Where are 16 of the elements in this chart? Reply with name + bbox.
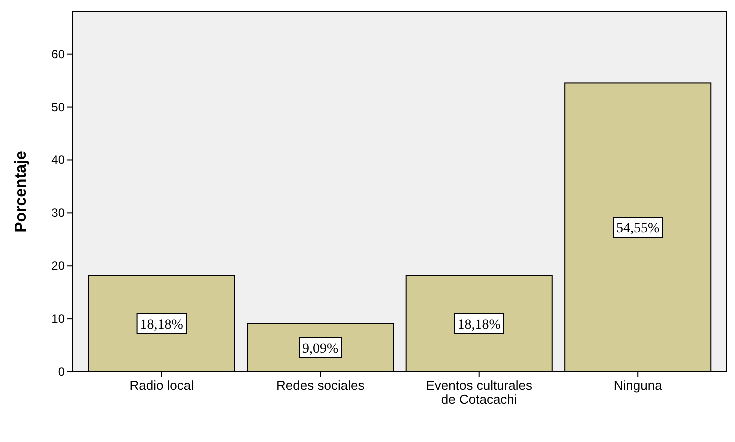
y-tick-label: 0 bbox=[58, 365, 66, 379]
y-tick-label: 10 bbox=[52, 312, 66, 326]
x-tick-label: Ninguna bbox=[614, 378, 664, 393]
data-label: 18,18% bbox=[140, 318, 184, 333]
data-label: 9,09% bbox=[302, 342, 340, 357]
data-label: 54,55% bbox=[616, 222, 660, 237]
y-tick-label: 20 bbox=[52, 259, 66, 274]
y-axis-title: Porcentaje bbox=[13, 150, 30, 233]
y-tick-label: 40 bbox=[52, 153, 66, 168]
y-tick-label: 60 bbox=[52, 47, 66, 62]
x-tick-label: Eventos culturales de Cotacachi bbox=[426, 378, 533, 407]
y-tick-label: 30 bbox=[52, 206, 66, 220]
x-tick-label: Radio local bbox=[130, 378, 194, 393]
y-tick-label: 50 bbox=[52, 100, 66, 114]
x-tick-label: Redes sociales bbox=[276, 378, 366, 393]
data-label: 18,18% bbox=[458, 318, 502, 333]
